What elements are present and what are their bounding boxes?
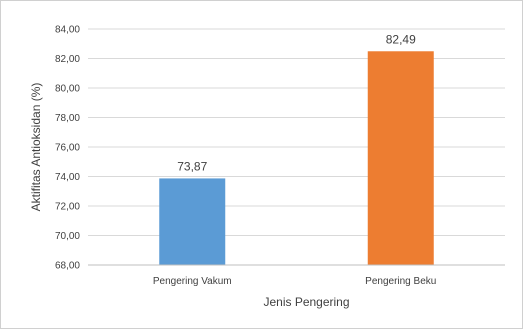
x-tick-label: Pengering Beku — [365, 276, 436, 287]
y-tick-label: 80,00 — [55, 84, 80, 95]
data-label: 82,49 — [386, 32, 416, 46]
y-tick-label: 68,00 — [55, 261, 80, 272]
y-tick-label: 78,00 — [55, 113, 80, 124]
y-tick-label: 74,00 — [55, 172, 80, 183]
y-tick-label: 76,00 — [55, 143, 80, 154]
x-tick-label: Pengering Vakum — [153, 276, 232, 287]
y-tick-label: 70,00 — [55, 231, 80, 242]
bar — [367, 51, 434, 266]
x-axis-title: Jenis Pengering — [263, 295, 349, 309]
y-tick-label: 82,00 — [55, 54, 80, 65]
y-tick-label: 84,00 — [55, 25, 80, 36]
data-labels: 73,87 82,49 — [177, 32, 416, 173]
bar — [159, 178, 226, 265]
x-axis-ticks: Pengering Vakum Pengering Beku — [153, 276, 436, 287]
y-axis-title: Aktifitas Antioksidan (%) — [29, 83, 43, 212]
bars — [159, 51, 434, 266]
y-tick-label: 72,00 — [55, 202, 80, 213]
y-axis-ticks: 68,00 70,00 72,00 74,00 76,00 78,00 80,00 82,00… — [55, 25, 80, 272]
data-label: 73,87 — [177, 159, 207, 173]
gridlines — [88, 28, 505, 236]
